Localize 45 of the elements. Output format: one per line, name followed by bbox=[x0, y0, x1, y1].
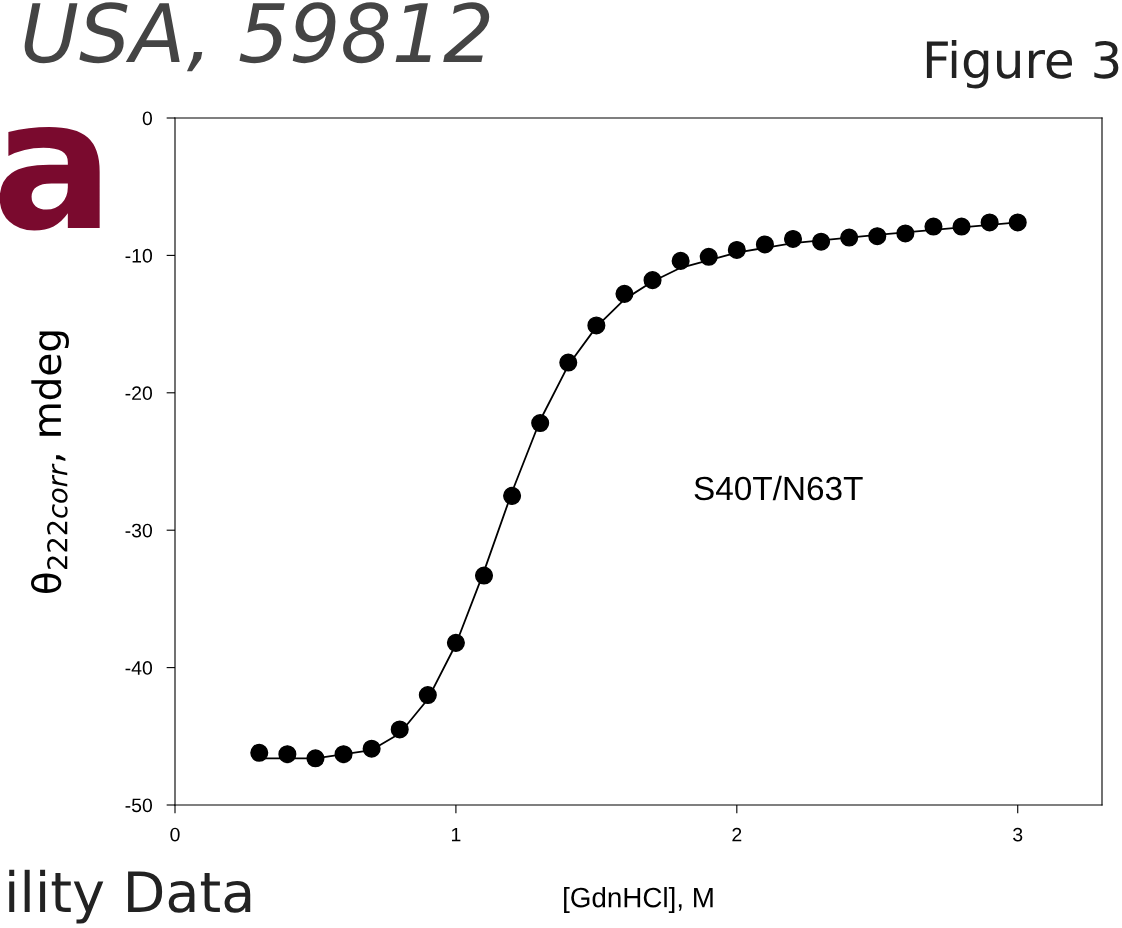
annotation: S40T/N63T bbox=[694, 475, 863, 501]
point bbox=[390, 720, 409, 739]
point bbox=[812, 232, 831, 251]
point bbox=[418, 686, 437, 705]
point bbox=[278, 745, 297, 764]
y-tick-label: -50 bbox=[125, 798, 153, 813]
point bbox=[840, 228, 859, 247]
y-tick-label: -20 bbox=[125, 386, 153, 401]
point bbox=[868, 227, 887, 246]
text: ility Data bbox=[9, 869, 251, 924]
point bbox=[587, 316, 606, 335]
point bbox=[671, 251, 690, 270]
point bbox=[615, 284, 634, 303]
point bbox=[306, 749, 325, 768]
y-tick-label: -40 bbox=[125, 661, 153, 675]
text: a bbox=[0, 126, 100, 231]
point bbox=[334, 745, 353, 764]
point bbox=[643, 271, 662, 290]
point bbox=[503, 486, 522, 505]
text: USA, 59812 bbox=[24, 2, 490, 72]
point bbox=[1008, 213, 1027, 232]
point bbox=[755, 235, 774, 254]
point bbox=[896, 224, 915, 243]
y-tick-label: 0 bbox=[142, 111, 153, 126]
point bbox=[446, 633, 465, 652]
point bbox=[699, 247, 718, 266]
point bbox=[474, 566, 494, 585]
point bbox=[531, 413, 550, 433]
point bbox=[362, 739, 381, 758]
point bbox=[783, 229, 803, 248]
y-tick-label: -10 bbox=[125, 248, 153, 263]
caption: Figure 3 bbox=[926, 40, 1119, 89]
point bbox=[952, 217, 971, 236]
y-axis-title: θ$_{222corr}$, mdeg bbox=[31, 331, 69, 593]
x-axis-title: [GdnHCl], M bbox=[564, 887, 713, 913]
x-tick-label: 2 bbox=[732, 827, 742, 842]
x-tick-label: 1 bbox=[451, 827, 461, 842]
x-tick-label: 3 bbox=[1013, 827, 1023, 842]
point bbox=[727, 240, 746, 259]
point bbox=[250, 743, 269, 762]
x-tick-label: 0 bbox=[170, 827, 180, 842]
point bbox=[980, 213, 999, 232]
point bbox=[924, 217, 943, 236]
y-tick-label: -30 bbox=[125, 523, 153, 538]
point bbox=[559, 353, 578, 372]
